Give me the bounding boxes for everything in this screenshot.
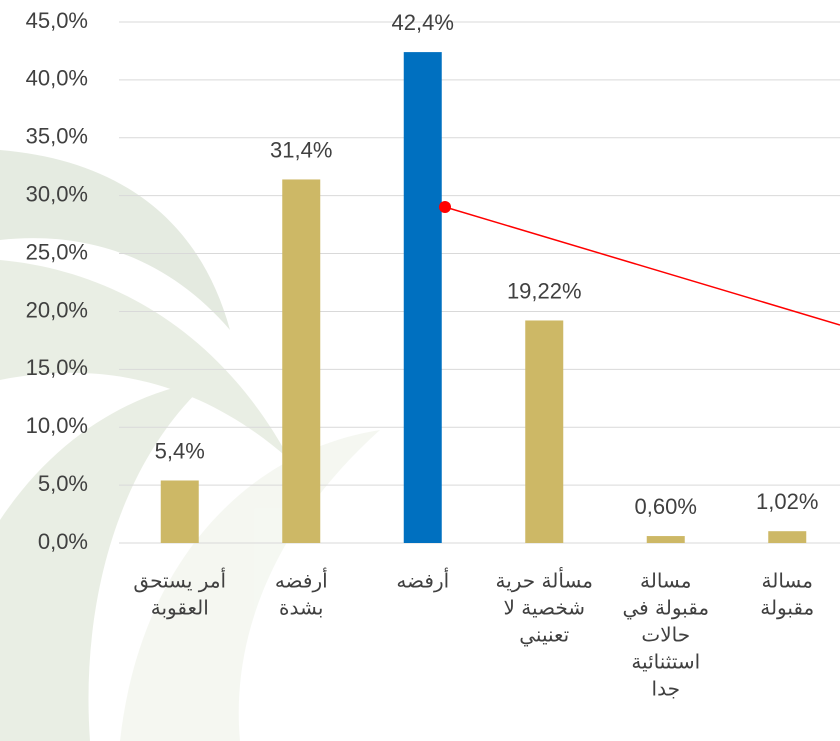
value-label: 5,4% (155, 438, 205, 463)
x-tick-label: حالات (641, 623, 690, 647)
bar (403, 52, 442, 543)
x-tick-label: أرفضه (396, 568, 449, 593)
x-tick-label: أرفضه (275, 568, 328, 593)
x-tick-label: تعنيني (519, 623, 569, 648)
y-tick-label: 35,0% (26, 124, 88, 149)
x-tick-label: مقبولة (760, 596, 814, 620)
x-tick-label: شخصية لا (503, 596, 585, 620)
y-tick-label: 40,0% (26, 66, 88, 91)
x-tick-label: أمر يستحق (133, 568, 226, 593)
x-tick-label: استثنائية (631, 650, 700, 674)
background-decoration (0, 150, 380, 741)
x-tick-label: جدا (652, 677, 680, 701)
annotation-dot (439, 201, 451, 213)
y-tick-label: 30,0% (26, 181, 88, 206)
y-tick-label: 20,0% (26, 297, 88, 322)
bar (160, 480, 199, 543)
y-tick-label: 0,0% (38, 529, 88, 554)
y-tick-label: 10,0% (26, 413, 88, 438)
bar (646, 536, 685, 543)
y-tick-label: 15,0% (26, 355, 88, 380)
y-tick-label: 5,0% (38, 471, 88, 496)
annotation-line (444, 206, 840, 326)
x-tick-label: مسالة (640, 569, 691, 593)
bar (525, 320, 564, 543)
y-tick-label: 25,0% (26, 239, 88, 264)
value-label: 19,22% (507, 278, 582, 303)
value-label: 1,02% (756, 489, 818, 514)
value-label: 0,60% (635, 494, 697, 519)
x-tick-label: بشدة (279, 596, 323, 620)
x-tick-label: مسالة (762, 569, 813, 593)
y-tick-label: 45,0% (26, 8, 88, 33)
value-label: 42,4% (392, 10, 454, 35)
x-tick-label: مقبولة في (622, 596, 709, 621)
bar (768, 531, 807, 543)
value-label: 31,4% (270, 137, 332, 162)
bar (282, 179, 321, 544)
x-tick-label: العقوبة (151, 596, 209, 620)
x-tick-label: مسألة حرية (495, 567, 593, 593)
